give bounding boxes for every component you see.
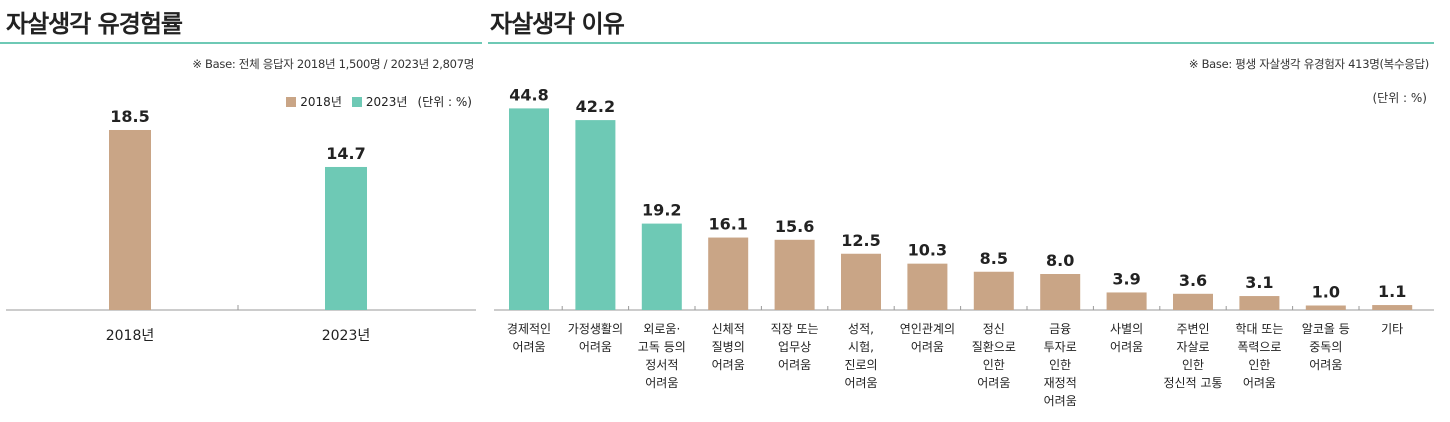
reason-bar-6	[907, 263, 948, 310]
reason-value-label-6: 10.3	[908, 241, 947, 260]
left-bar-chart: 18.5 2018년 14.7 2023년	[6, 107, 476, 344]
reason-category-label-11: 학대 또는 폭력으로 인한 어려움	[1235, 322, 1283, 390]
reason-bar-0	[509, 108, 549, 311]
reason-bar-3	[708, 237, 749, 310]
reason-value-label-4: 15.6	[775, 217, 814, 236]
legend-label-2023: 2023년	[365, 95, 408, 109]
reason-category-label-13: 기타	[1381, 322, 1403, 336]
right-base-note: ※ Base: 평생 자살생각 유경험자 413명(복수응답)	[1188, 57, 1429, 71]
right-title-rule	[488, 42, 1434, 44]
reason-value-label-10: 3.6	[1179, 271, 1207, 290]
left-unit-label: (단위 : %)	[417, 95, 472, 109]
reason-category-label-1: 가정생활의 어려움	[568, 322, 623, 354]
reason-category-label-4: 직장 또는 업무상 어려움	[771, 322, 819, 372]
reason-category-label-2: 외로움· 고독 등의 정서적 어려움	[638, 322, 686, 390]
legend-item-2018: 2018년	[286, 93, 342, 110]
reason-value-label-12: 1.0	[1312, 283, 1340, 302]
reason-category-label-3: 신체적 질병의 어려움	[712, 322, 745, 372]
reason-value-label-9: 3.9	[1112, 269, 1140, 288]
legend-swatch-2018	[286, 96, 297, 107]
reason-category-label-5: 성적, 시험, 진로의 어려움	[844, 322, 877, 390]
reason-value-label-1: 42.2	[576, 97, 615, 116]
right-bar-chart: 44.8 경제적인 어려움 42.2 가정생활의 어려움 19.2 외로움· 고독 등의 정서적 어…	[494, 85, 1434, 408]
reason-value-label-0: 44.8	[509, 85, 548, 104]
reason-category-label-6: 연인관계의 어려움	[900, 322, 955, 354]
left-panel: 자살생각 유경험률 ※ Base: 전체 응답자 2018년 1,500명 / …	[0, 0, 482, 422]
value-label-2023년: 14.7	[326, 144, 365, 163]
reason-category-label-0: 경제적인 어려움	[507, 322, 551, 354]
category-label-2023년: 2023년	[322, 328, 371, 344]
reason-bar-13	[1372, 305, 1413, 310]
reason-bar-12	[1305, 305, 1346, 310]
reason-category-label-7: 정신 질환으로 인한 어려움	[972, 322, 1016, 390]
value-label-2018년: 18.5	[110, 107, 149, 126]
left-chart-title: 자살생각 유경험률	[6, 10, 183, 38]
reason-bar-7	[973, 271, 1014, 310]
left-base-note: ※ Base: 전체 응답자 2018년 1,500명 / 2023년 2,80…	[192, 57, 474, 71]
legend-item-2023: 2023년	[351, 93, 408, 110]
reason-category-label-10: 주변인 자살로 인한 정신적 고통	[1163, 322, 1222, 390]
reason-value-label-8: 8.0	[1046, 251, 1074, 270]
reason-value-label-11: 3.1	[1245, 273, 1273, 292]
category-label-2018년: 2018년	[106, 328, 155, 344]
right-unit-label: (단위 : %)	[1372, 91, 1427, 105]
reason-value-label-3: 16.1	[708, 215, 747, 234]
reason-bar-8	[1040, 274, 1081, 310]
reason-value-label-5: 12.5	[841, 231, 880, 250]
reason-bar-1	[575, 120, 616, 310]
reason-bar-11	[1239, 296, 1280, 310]
right-panel: 자살생각 이유 ※ Base: 평생 자살생각 유경험자 413명(복수응답) …	[488, 0, 1443, 422]
reason-bar-10	[1173, 293, 1213, 310]
left-legend: 2018년 2023년 (단위 : %)	[286, 93, 472, 110]
reason-value-label-7: 8.5	[980, 249, 1008, 268]
right-chart-title: 자살생각 이유	[490, 10, 625, 38]
reason-value-label-2: 19.2	[642, 201, 681, 220]
reason-bar-2	[641, 223, 682, 310]
reason-bar-9	[1106, 292, 1147, 310]
reason-bar-4	[774, 239, 815, 310]
reason-bar-5	[841, 253, 881, 310]
legend-label-2018: 2018년	[300, 95, 342, 109]
bar-2023년	[325, 166, 367, 310]
reason-category-label-8: 금융 투자로 인한 재정적 어려움	[1044, 322, 1077, 408]
left-title-rule	[0, 42, 482, 44]
legend-swatch-2023	[351, 96, 362, 107]
reason-category-label-12: 알코올 등 중독의 어려움	[1302, 322, 1350, 372]
reason-value-label-13: 1.1	[1378, 282, 1406, 301]
reason-category-label-9: 사별의 어려움	[1110, 322, 1143, 354]
bar-2018년	[109, 129, 151, 310]
